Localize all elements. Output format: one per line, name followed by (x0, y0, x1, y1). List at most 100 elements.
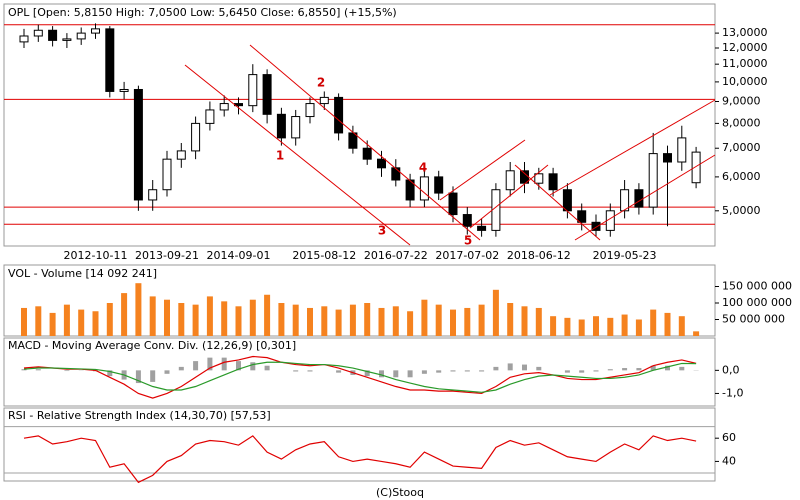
candle-body (448, 192, 458, 216)
trend-line (574, 154, 716, 241)
candle-body (334, 96, 344, 134)
volume-bar (321, 306, 328, 336)
y-tick-label: 13,0000 (722, 26, 768, 39)
candle-body (176, 150, 186, 160)
histogram-bar (464, 370, 470, 372)
histogram-bar (665, 365, 670, 371)
volume-bar (235, 306, 242, 336)
x-tick-label: 2014-09-01 (207, 249, 271, 262)
volume-bar (550, 316, 557, 336)
annotation: 4 (419, 161, 427, 175)
histogram-bar (164, 370, 170, 374)
price-title: OPL [Open: 5,8150 High: 7,0500 Low: 5,64… (8, 6, 397, 19)
y-tick-label: 100 000 000 (722, 296, 792, 309)
candle-body (691, 151, 701, 184)
histogram-bar (21, 369, 27, 371)
macd-title: MACD - Moving Average Conv. Div. (12,26,… (8, 339, 296, 352)
volume-bar (264, 294, 271, 336)
x-tick-label: 2017-07-02 (435, 249, 499, 262)
histogram-bar (522, 364, 527, 371)
volume-bar (135, 283, 142, 336)
candle-body (677, 137, 687, 163)
histogram-bar (622, 368, 628, 371)
footer: (C)Stooq (376, 486, 424, 499)
candle-body (133, 88, 143, 201)
y-tick-label: 40 (722, 454, 736, 467)
candle-body (119, 88, 129, 92)
candle-body (62, 38, 72, 41)
volume-bar (492, 289, 499, 336)
rsi-title: RSI - Relative Strength Index (14,30,70)… (8, 409, 271, 422)
candle-body (262, 74, 272, 115)
histogram-bar (364, 370, 370, 377)
indicator-line (23, 435, 697, 484)
price-panel (3, 3, 716, 247)
trend-lines (184, 44, 716, 246)
histogram-bar (35, 369, 41, 371)
candle-body (419, 176, 429, 201)
histogram-bar (650, 365, 656, 371)
histogram-bar (307, 370, 313, 372)
candle-body (362, 147, 372, 160)
trend-line (184, 64, 411, 246)
volume-bar (192, 304, 199, 336)
histogram-bar (536, 366, 542, 371)
candle-body (348, 132, 358, 149)
candle-body (305, 103, 315, 118)
volume-bar (164, 299, 170, 336)
y-tick-label: 11,0000 (722, 57, 768, 70)
y-tick-label: 8,0000 (722, 116, 761, 129)
candle-body (391, 167, 401, 181)
x-tick-label: 2018-06-12 (507, 249, 571, 262)
volume-bar (535, 307, 542, 336)
histogram-bar (236, 361, 241, 371)
y-tick-label: 5,0000 (722, 204, 761, 217)
histogram-bar (564, 370, 570, 373)
histogram-bar (493, 366, 499, 371)
histogram-bar (636, 368, 642, 371)
candle-body (434, 176, 444, 194)
volume-bar (693, 331, 700, 336)
candle-body (76, 32, 86, 40)
trend-line (514, 164, 601, 241)
volume-bar (63, 304, 70, 336)
volume-bar (121, 293, 128, 336)
volume-panel (3, 264, 716, 337)
histogram-bar (479, 370, 485, 372)
y-tick-label: 9,0000 (722, 94, 761, 107)
volume-title: VOL - Volume [14 092 241] (8, 267, 157, 280)
candle-body (377, 158, 386, 169)
volume-bar (206, 296, 213, 336)
candle-body (148, 189, 158, 201)
volume-bar (678, 316, 685, 336)
histogram-bar (150, 370, 156, 382)
histogram-bar (407, 370, 413, 378)
volume-bar (507, 303, 514, 336)
trend-line (249, 44, 481, 241)
candle-body (191, 122, 201, 152)
candle-body (591, 221, 601, 231)
volume-bar (106, 303, 113, 336)
volume-bar (278, 303, 285, 336)
y-tick-label: 150 000 000 (722, 280, 792, 293)
candle-body (91, 28, 100, 34)
x-tick-label: 2019-05-23 (593, 249, 657, 262)
volume-bar (564, 317, 571, 336)
candle-body (663, 153, 672, 163)
histogram-bar (221, 357, 227, 371)
histogram-bar (135, 370, 141, 384)
volume-bar (35, 306, 42, 336)
histogram-bar (579, 370, 585, 373)
histogram-bar (450, 370, 456, 372)
y-tick-label: 6,0000 (722, 170, 761, 183)
volume-bar (521, 306, 528, 336)
rsi-panel (3, 407, 716, 482)
candle-body (491, 189, 501, 231)
y-tick-label: 10,0000 (722, 75, 768, 88)
histogram-bar (593, 370, 599, 372)
indicator-line (23, 361, 697, 393)
histogram-bar (178, 366, 184, 371)
y-tick-label: 60 (722, 431, 736, 444)
candle-body (577, 210, 587, 223)
y-tick-label: 7,0000 (722, 141, 761, 154)
